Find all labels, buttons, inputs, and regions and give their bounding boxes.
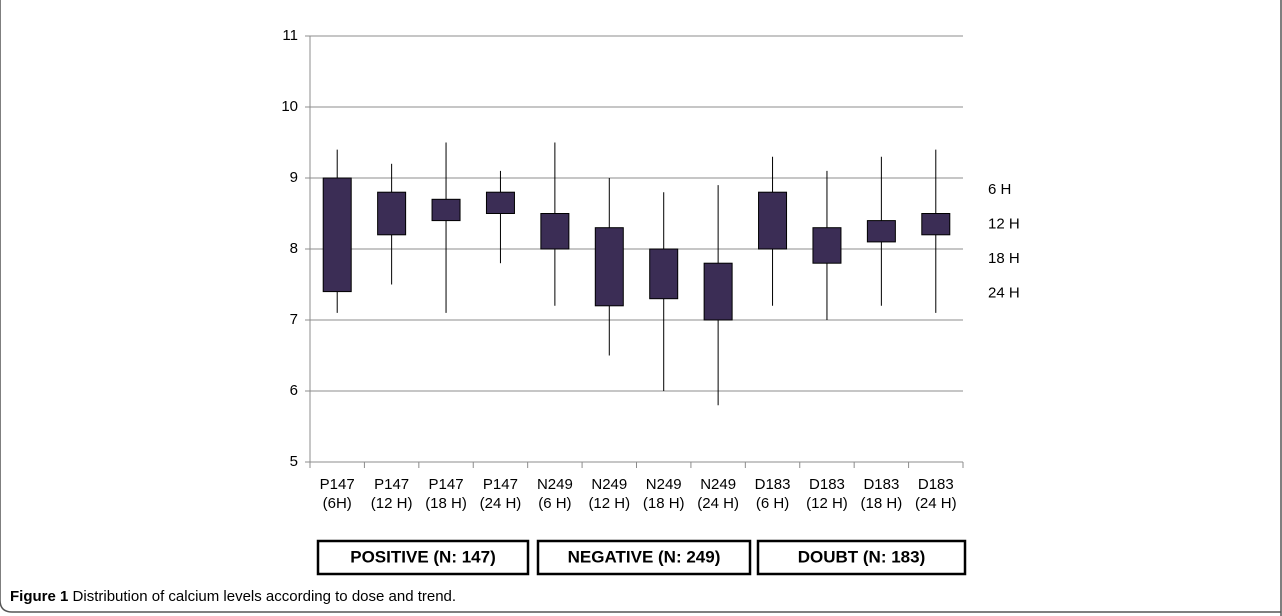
x-tick-label: N249 [537, 476, 573, 493]
box [703, 262, 733, 321]
box [921, 213, 951, 236]
caption: Figure 1 Distribution of calcium levels … [10, 588, 456, 605]
x-tick-label: D183 [755, 476, 791, 493]
group-box [316, 539, 530, 576]
side-label: 12 H [988, 215, 1020, 232]
x-tick-label: (24 H) [480, 495, 522, 512]
box [649, 248, 679, 300]
caption-label: Figure 1 [10, 588, 68, 605]
side-label: 18 H [988, 250, 1020, 267]
x-tick-label: D183 [918, 476, 954, 493]
x-tick-label: (18 H) [425, 495, 467, 512]
x-tick-label: (6 H) [538, 495, 571, 512]
box [540, 213, 570, 250]
box [758, 191, 788, 250]
y-tick-label: 6 [290, 382, 298, 399]
x-tick-label: N249 [646, 476, 682, 493]
group-label: POSITIVE (N: 147) [350, 547, 495, 566]
x-tick-label: N249 [591, 476, 627, 493]
box [431, 198, 461, 222]
x-tick-label: P147 [429, 476, 464, 493]
x-tick-label: (24 H) [697, 495, 739, 512]
x-tick-label: (6 H) [756, 495, 789, 512]
caption-text: Distribution of calcium levels according… [73, 588, 457, 605]
box [594, 227, 624, 307]
box [812, 227, 842, 264]
x-tick-label: P147 [320, 476, 355, 493]
box [377, 191, 407, 236]
x-tick-label: (12 H) [806, 495, 848, 512]
y-tick-label: 8 [290, 240, 298, 257]
box [866, 220, 896, 243]
x-tick-label: (18 H) [643, 495, 685, 512]
side-label: 6 H [988, 181, 1011, 198]
x-tick-label: (6H) [323, 495, 352, 512]
side-label: 24 H [988, 284, 1020, 301]
x-tick-label: D183 [863, 476, 899, 493]
group-box [536, 539, 752, 576]
y-tick-label: 5 [290, 453, 298, 470]
x-tick-label: N249 [700, 476, 736, 493]
group-box [756, 539, 967, 576]
x-tick-label: P147 [374, 476, 409, 493]
box [485, 191, 515, 214]
x-tick-label: P147 [483, 476, 518, 493]
group-label: NEGATIVE (N: 249) [568, 547, 721, 566]
x-tick-label: (18 H) [861, 495, 903, 512]
group-label: DOUBT (N: 183) [798, 547, 926, 566]
y-tick-label: 11 [282, 27, 298, 44]
x-tick-label: (12 H) [371, 495, 413, 512]
y-tick-label: 9 [290, 169, 298, 186]
x-tick-label: (24 H) [915, 495, 957, 512]
x-tick-label: (12 H) [588, 495, 630, 512]
y-tick-label: 10 [281, 98, 298, 115]
x-tick-label: D183 [809, 476, 845, 493]
y-tick-label: 7 [290, 311, 298, 328]
box [322, 177, 352, 293]
